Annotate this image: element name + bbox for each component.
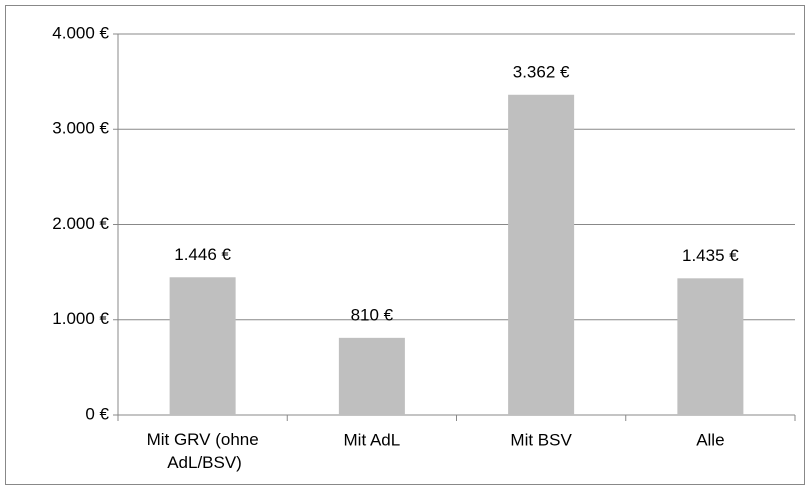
data-label: 3.362 €: [513, 62, 570, 81]
bar: [677, 278, 744, 415]
x-tick-label: Alle: [696, 430, 724, 449]
x-tick-label: Mit BSV: [510, 430, 572, 449]
y-tick-label: 1.000 €: [52, 309, 109, 328]
data-label: 1.446 €: [174, 245, 231, 264]
data-label: 1.435 €: [682, 246, 739, 265]
bar: [508, 94, 575, 415]
chart-frame: [5, 5, 805, 485]
x-tick-label: Mit GRV (ohne AdL/BSV): [147, 430, 259, 472]
bar: [338, 337, 405, 415]
y-tick-label: 0 €: [85, 404, 109, 423]
data-label: 810 €: [351, 305, 394, 324]
y-tick-label: 4.000 €: [52, 23, 109, 42]
y-tick-label: 2.000 €: [52, 214, 109, 233]
bar: [169, 277, 236, 415]
x-tick-label: Mit AdL: [344, 430, 401, 449]
y-tick-label: 3.000 €: [52, 119, 109, 138]
